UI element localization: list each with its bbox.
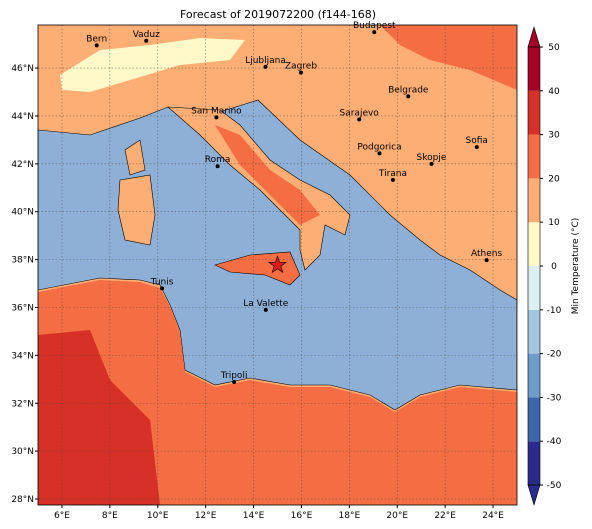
colorbar-swatch <box>528 441 540 485</box>
alps-cool <box>60 38 245 92</box>
colorbar-swatch <box>528 90 540 135</box>
x-tick-label: 20°E <box>386 511 408 521</box>
y-tick-label: 46°N <box>11 64 34 74</box>
colorbar-label: Min Temperature (°C) <box>571 218 581 315</box>
x-tick-label: 16°E <box>291 511 313 521</box>
colorbar-swatch <box>528 266 540 310</box>
city-dot <box>232 379 237 384</box>
colorbar-tick-label: 0 <box>551 262 557 272</box>
y-tick-label: 32°N <box>11 399 34 409</box>
city-dot <box>215 164 220 169</box>
africa-hot <box>38 330 160 505</box>
colorbar-tick-label: -10 <box>547 306 562 316</box>
x-tick-label: 8°E <box>102 511 118 521</box>
map-title: Forecast of 2019072200 (f144-168) <box>180 8 376 21</box>
city-label: Sarajevo <box>340 108 380 118</box>
y-tick-label: 36°N <box>11 303 34 313</box>
colorbar-tick-label: 30 <box>548 131 560 141</box>
forecast-star <box>268 255 287 274</box>
city-label: La Valette <box>243 299 288 309</box>
colorbar-swatch <box>528 134 540 179</box>
city-label: Zagreb <box>285 62 317 72</box>
city-label: Belgrade <box>388 85 429 95</box>
map-frame <box>37 24 518 506</box>
city-dot <box>263 64 268 69</box>
colorbar: -50 -40 -30 -20 -10 0 10 20 30 40 50 <box>527 25 562 507</box>
colorbar-swatch <box>528 222 540 266</box>
colorbar-swatch <box>528 178 540 223</box>
x-tick-label: 12°E <box>195 511 217 521</box>
y-tick-label: 28°N <box>11 495 34 505</box>
x-tick-label: 14°E <box>243 511 265 521</box>
city-dot <box>372 30 377 35</box>
city-label: Tripoli <box>220 371 248 381</box>
colorbar-tick-label: -20 <box>547 350 562 360</box>
city-label: Skopje <box>417 153 447 163</box>
y-tick-label: 40°N <box>11 208 34 218</box>
y-tick-label: 34°N <box>11 351 34 361</box>
city-label: Bern <box>86 34 107 44</box>
city-dot <box>390 177 395 182</box>
italy-warm <box>215 125 320 225</box>
colorbar-extend-top <box>527 25 541 48</box>
colorbar-swatch <box>528 353 540 398</box>
colorbar-extend-bottom <box>527 484 541 507</box>
x-tick-label: 10°E <box>147 511 169 521</box>
city-label: Sofia <box>466 136 488 146</box>
city-label: Podgorica <box>357 142 401 152</box>
sardinia <box>117 174 156 246</box>
city-dot <box>94 43 99 48</box>
city-dot <box>357 117 362 122</box>
city-label: San Marino <box>191 106 242 116</box>
city-label: Ljubljana <box>245 56 286 66</box>
city-label: Roma <box>205 155 231 165</box>
colorbar-tick-label: -30 <box>547 393 562 403</box>
y-tick-label: 38°N <box>11 256 34 266</box>
y-tick-label: 44°N <box>11 112 34 122</box>
colorbar-tick-label: -50 <box>547 481 562 491</box>
y-tick-label: 30°N <box>11 447 34 457</box>
city-label: Athens <box>471 249 502 259</box>
colorbar-swatch <box>528 47 540 91</box>
axes: 6°E 8°E 10°E 12°E 14°E 16°E 18°E 20°E 22°E 24°E 28… <box>11 64 504 521</box>
map-fill <box>38 25 517 505</box>
city-label: Tunis <box>150 277 174 287</box>
city-dot <box>214 115 219 120</box>
grid <box>38 25 517 505</box>
city-dot <box>429 161 434 166</box>
city-dot <box>263 307 268 312</box>
city-label: Tirana <box>378 169 407 179</box>
city-dot <box>484 258 489 263</box>
colorbar-swatch <box>528 309 540 354</box>
corsica <box>124 139 146 176</box>
colorbar-tick-label: 20 <box>548 174 560 184</box>
colorbar-tick-label: 10 <box>548 218 560 228</box>
x-tick-label: 24°E <box>482 511 504 521</box>
colorbar-tick-label: 40 <box>548 87 560 97</box>
x-tick-label: 18°E <box>339 511 361 521</box>
city-dot <box>298 70 303 75</box>
city-dot <box>377 151 382 156</box>
city-label: Vaduz <box>133 30 160 40</box>
x-tick-label: 22°E <box>434 511 456 521</box>
city-dot <box>406 94 411 99</box>
city-dot <box>474 145 479 150</box>
city-label: Budapest <box>353 21 396 31</box>
x-tick-label: 6°E <box>54 511 70 521</box>
colorbar-swatch <box>528 397 540 442</box>
colorbar-tick-label: -40 <box>547 437 562 447</box>
italy <box>167 106 351 271</box>
city-dot <box>144 38 149 43</box>
warm-region <box>380 25 517 90</box>
colorbar-tick-label: 50 <box>548 43 560 53</box>
y-tick-label: 42°N <box>11 160 34 170</box>
city-dot <box>160 286 165 291</box>
